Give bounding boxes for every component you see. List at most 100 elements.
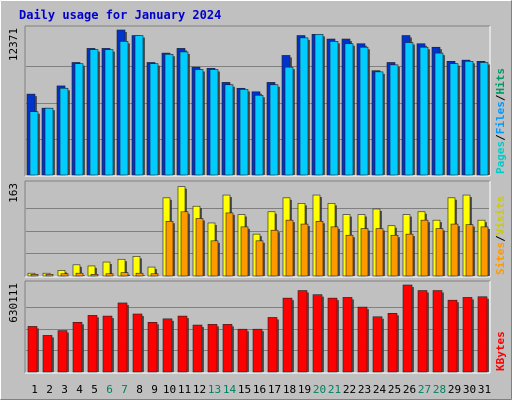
bar-kbytes-1: [27, 326, 39, 373]
bar-sites-13-body: [210, 240, 219, 277]
bar-files-13: [209, 69, 220, 176]
bar-files-3: [59, 87, 70, 176]
bar-sites-3-body: [60, 273, 69, 277]
bar-kbytes-13-body: [207, 324, 218, 373]
bar-sites-26: [405, 233, 415, 277]
bar-kbytes-17: [267, 317, 279, 373]
bar-kbytes-8-body: [132, 313, 143, 373]
x-tick-label-21: 21: [328, 383, 341, 396]
bar-kbytes-13: [207, 324, 219, 373]
x-tick-label-31: 31: [478, 383, 491, 396]
bar-sites-6-body: [105, 273, 114, 277]
bar-kbytes-15: [237, 328, 249, 373]
bar-sites-31: [480, 226, 490, 277]
bar-files-1-body: [29, 111, 39, 176]
bar-kbytes-11-body: [177, 315, 188, 373]
bar-sites-11: [180, 211, 190, 277]
bar-kbytes-3: [57, 330, 69, 373]
bar-files-17-body: [269, 84, 279, 176]
bar-sites-24-body: [375, 228, 384, 277]
bar-kbytes-30: [462, 297, 474, 373]
bar-sites-4-body: [75, 272, 84, 277]
x-tick-label-10: 10: [163, 383, 176, 396]
bar-files-10-body: [164, 53, 174, 176]
bar-files-14: [224, 84, 235, 176]
bar-kbytes-25-body: [387, 313, 398, 373]
bar-kbytes-19-body: [297, 290, 308, 373]
bar-sites-14: [225, 212, 235, 277]
bar-sites-5: [90, 274, 99, 277]
bar-files-29: [449, 63, 460, 176]
bar-sites-20-body: [315, 220, 324, 277]
bar-files-30-body: [464, 61, 474, 176]
bar-files-24: [374, 71, 385, 176]
bar-files-26-body: [404, 42, 414, 176]
bar-kbytes-17-body: [267, 317, 278, 373]
chart-title: Daily usage for January 2024: [19, 8, 221, 22]
bar-files-13-body: [209, 69, 219, 176]
bar-sites-20: [315, 220, 325, 277]
x-tick-label-30: 30: [463, 383, 476, 396]
bar-kbytes-2: [42, 335, 54, 373]
bar-sites-5-body: [90, 274, 99, 277]
bar-kbytes-24-body: [372, 316, 383, 373]
bar-kbytes-25: [387, 313, 399, 373]
x-tick-label-26: 26: [403, 383, 416, 396]
bar-kbytes-22: [342, 297, 354, 373]
bar-kbytes-16-body: [252, 328, 263, 373]
bar-files-3-body: [59, 87, 69, 176]
bar-sites-22: [345, 234, 355, 277]
bar-files-11-body: [179, 51, 189, 176]
bar-sites-19: [300, 223, 310, 277]
bar-kbytes-23-body: [357, 306, 368, 373]
bar-sites-25-body: [390, 234, 399, 277]
bar-files-31: [479, 62, 490, 176]
x-tick-label-18: 18: [283, 383, 296, 396]
bar-sites-22-body: [345, 234, 354, 277]
bar-kbytes-30-body: [462, 297, 473, 373]
bar-sites-10: [165, 220, 175, 277]
bar-kbytes-22-body: [342, 297, 353, 373]
bar-kbytes-29-body: [447, 299, 458, 373]
bar-kbytes-18: [282, 297, 294, 373]
bar-kbytes-14: [222, 324, 234, 373]
bar-kbytes-5: [87, 315, 99, 373]
bar-sites-8: [135, 272, 145, 277]
x-tick-label-3: 3: [61, 383, 68, 396]
bar-kbytes-31-body: [477, 296, 488, 373]
x-tick-label-29: 29: [448, 383, 461, 396]
x-tick-label-14: 14: [223, 383, 237, 396]
bar-kbytes-16: [252, 328, 264, 373]
bar-files-5-body: [89, 49, 99, 176]
y-max-label: 12371: [7, 28, 20, 61]
bar-sites-26-body: [405, 233, 414, 277]
y-max-label: 163: [7, 183, 20, 203]
x-tick-label-22: 22: [343, 383, 356, 396]
bar-kbytes-12-body: [192, 324, 203, 373]
x-tick-label-6: 6: [106, 383, 113, 396]
bar-files-20: [314, 34, 325, 176]
x-tick-label-23: 23: [358, 383, 371, 396]
bar-files-17: [269, 84, 280, 176]
bar-kbytes-27: [417, 290, 429, 373]
bar-sites-1-body: [30, 274, 39, 277]
bar-sites-23: [360, 228, 370, 277]
bar-files-15: [239, 89, 250, 176]
bar-kbytes-6-body: [102, 315, 113, 373]
bar-files-23: [359, 46, 370, 176]
bar-sites-10-body: [165, 220, 174, 277]
bar-kbytes-2-body: [42, 335, 53, 373]
bar-sites-16-body: [255, 240, 264, 277]
x-tick-label-17: 17: [268, 383, 281, 396]
bar-sites-18: [285, 219, 295, 277]
bar-kbytes-27-body: [417, 290, 428, 373]
legend-label: Sites/Visits: [494, 196, 507, 276]
bar-sites-7: [120, 272, 130, 277]
legend-part-3: /: [494, 94, 507, 101]
bar-sites-19-body: [300, 223, 309, 277]
bar-files-25-body: [389, 64, 399, 176]
x-axis: 1 2 3 4 5 6 7 8 9 10 11 12 13 14 15 16 17 18 19 20 21 22 23 24 2…: [31, 383, 491, 396]
bar-sites-28-body: [435, 228, 444, 277]
